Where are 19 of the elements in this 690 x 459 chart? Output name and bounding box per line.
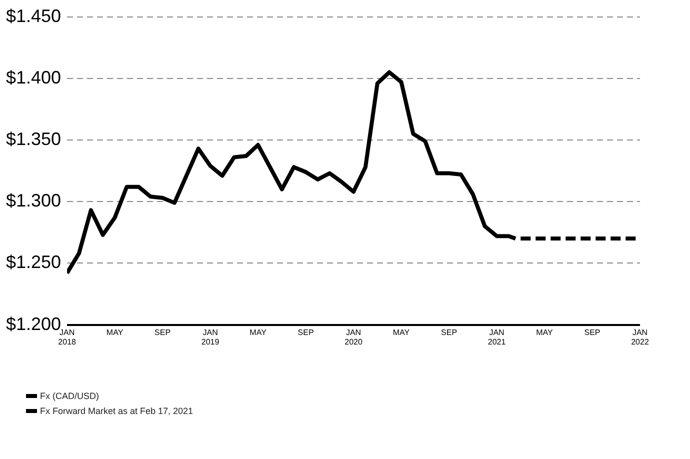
legend-label: Fx Forward Market as at Feb 17, 2021 xyxy=(40,406,194,416)
y-tick-label: $1.300 xyxy=(6,190,62,211)
x-tick-label: SEP xyxy=(441,328,458,337)
x-tick-label: JAN 2019 xyxy=(201,328,220,346)
y-tick-label: $1.350 xyxy=(6,128,62,149)
x-tick-label: JAN 2021 xyxy=(488,328,506,346)
x-tick-label: MAY xyxy=(106,328,124,337)
x-tick-label: MAY xyxy=(392,328,410,337)
x-tick-label: SEP xyxy=(584,328,600,337)
x-tick-label: MAY xyxy=(536,328,554,337)
y-tick-label: $1.400 xyxy=(6,67,62,88)
x-tick-label: SEP xyxy=(154,328,171,337)
legend-label: Fx (CAD/USD) xyxy=(40,390,99,400)
x-tick-label: MAY xyxy=(250,328,268,337)
y-tick-label: $1.450 xyxy=(6,6,62,26)
x-tick-label: JAN 2022 xyxy=(631,328,650,346)
x-tick-label: SEP xyxy=(298,328,314,337)
x-tick-label: JAN 2020 xyxy=(344,328,363,346)
y-tick-label: $1.250 xyxy=(6,252,62,272)
